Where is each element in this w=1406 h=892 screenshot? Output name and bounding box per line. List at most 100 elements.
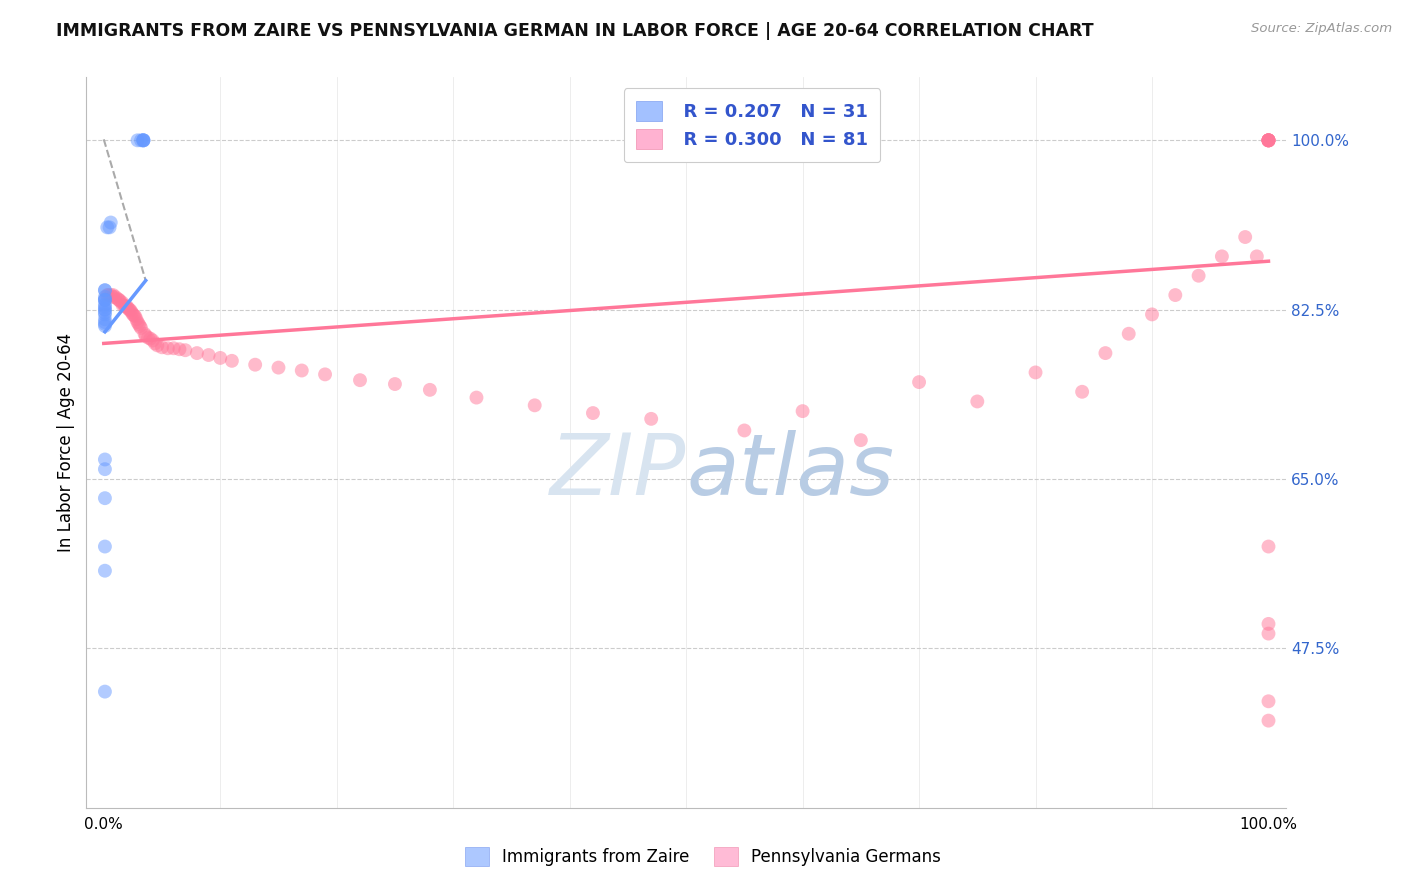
Point	[118, 302, 141, 317]
Point	[1140, 307, 1163, 321]
Point	[128, 317, 150, 331]
Point	[94, 302, 117, 317]
Point	[792, 404, 814, 418]
Point	[139, 332, 162, 346]
Point	[94, 462, 117, 476]
Point	[94, 300, 117, 314]
Point	[100, 215, 122, 229]
Point	[142, 334, 165, 348]
Point	[94, 318, 117, 333]
Point	[94, 312, 117, 326]
Point	[122, 307, 145, 321]
Y-axis label: In Labor Force | Age 20-64: In Labor Force | Age 20-64	[58, 333, 75, 552]
Point	[146, 338, 169, 352]
Point	[1187, 268, 1209, 283]
Point	[101, 290, 124, 304]
Point	[94, 452, 117, 467]
Point	[1257, 133, 1279, 147]
Point	[1257, 626, 1279, 640]
Point	[1094, 346, 1116, 360]
Point	[100, 288, 122, 302]
Point	[94, 290, 117, 304]
Point	[94, 293, 117, 307]
Point	[96, 220, 118, 235]
Point	[169, 343, 191, 357]
Point	[1118, 326, 1140, 341]
Point	[384, 377, 406, 392]
Point	[94, 305, 117, 319]
Point	[124, 310, 146, 324]
Point	[197, 348, 219, 362]
Point	[108, 293, 131, 308]
Point	[94, 293, 117, 307]
Text: IMMIGRANTS FROM ZAIRE VS PENNSYLVANIA GERMAN IN LABOR FORCE | AGE 20-64 CORRELAT: IMMIGRANTS FROM ZAIRE VS PENNSYLVANIA GE…	[56, 22, 1094, 40]
Point	[117, 301, 139, 316]
Point	[94, 317, 117, 331]
Point	[1025, 366, 1047, 380]
Point	[136, 330, 159, 344]
Point	[129, 133, 152, 147]
Point	[115, 300, 138, 314]
Point	[966, 394, 988, 409]
Point	[1257, 714, 1279, 728]
Point	[132, 133, 155, 147]
Point	[132, 133, 155, 147]
Point	[243, 358, 266, 372]
Point	[94, 684, 117, 698]
Legend: Immigrants from Zaire, Pennsylvania Germans: Immigrants from Zaire, Pennsylvania Germ…	[451, 833, 955, 880]
Point	[94, 283, 117, 297]
Point	[107, 292, 129, 306]
Point	[94, 298, 117, 312]
Point	[733, 424, 755, 438]
Point	[1257, 694, 1279, 708]
Point	[1246, 249, 1268, 263]
Point	[1257, 133, 1279, 147]
Point	[111, 298, 134, 312]
Point	[122, 309, 145, 323]
Point	[640, 412, 662, 426]
Point	[135, 328, 157, 343]
Text: atlas: atlas	[686, 430, 894, 513]
Point	[150, 340, 173, 354]
Text: ZIP: ZIP	[550, 430, 686, 513]
Point	[97, 288, 120, 302]
Point	[209, 351, 232, 365]
Legend:   R = 0.207   N = 31,   R = 0.300   N = 81: R = 0.207 N = 31, R = 0.300 N = 81	[624, 88, 880, 162]
Point	[94, 564, 117, 578]
Point	[127, 133, 149, 147]
Point	[1164, 288, 1187, 302]
Point	[1211, 249, 1233, 263]
Point	[314, 368, 336, 382]
Point	[1257, 540, 1279, 554]
Point	[1257, 133, 1279, 147]
Point	[291, 363, 314, 377]
Point	[132, 133, 155, 147]
Point	[186, 346, 208, 360]
Point	[1257, 133, 1279, 147]
Point	[908, 375, 931, 389]
Point	[1234, 230, 1257, 244]
Point	[419, 383, 441, 397]
Point	[221, 354, 243, 368]
Point	[94, 293, 117, 307]
Point	[94, 540, 117, 554]
Point	[120, 303, 142, 318]
Point	[156, 341, 179, 355]
Point	[94, 302, 117, 317]
Point	[94, 491, 117, 505]
Point	[143, 336, 166, 351]
Point	[108, 293, 131, 307]
Point	[125, 312, 148, 326]
Point	[163, 341, 186, 355]
Point	[104, 290, 127, 304]
Point	[1257, 616, 1279, 631]
Point	[98, 220, 121, 235]
Point	[349, 373, 371, 387]
Text: Source: ZipAtlas.com: Source: ZipAtlas.com	[1251, 22, 1392, 36]
Point	[129, 321, 152, 335]
Point	[1257, 133, 1279, 147]
Point	[134, 326, 156, 341]
Point	[94, 283, 117, 297]
Point	[127, 315, 149, 329]
Point	[1257, 133, 1279, 147]
